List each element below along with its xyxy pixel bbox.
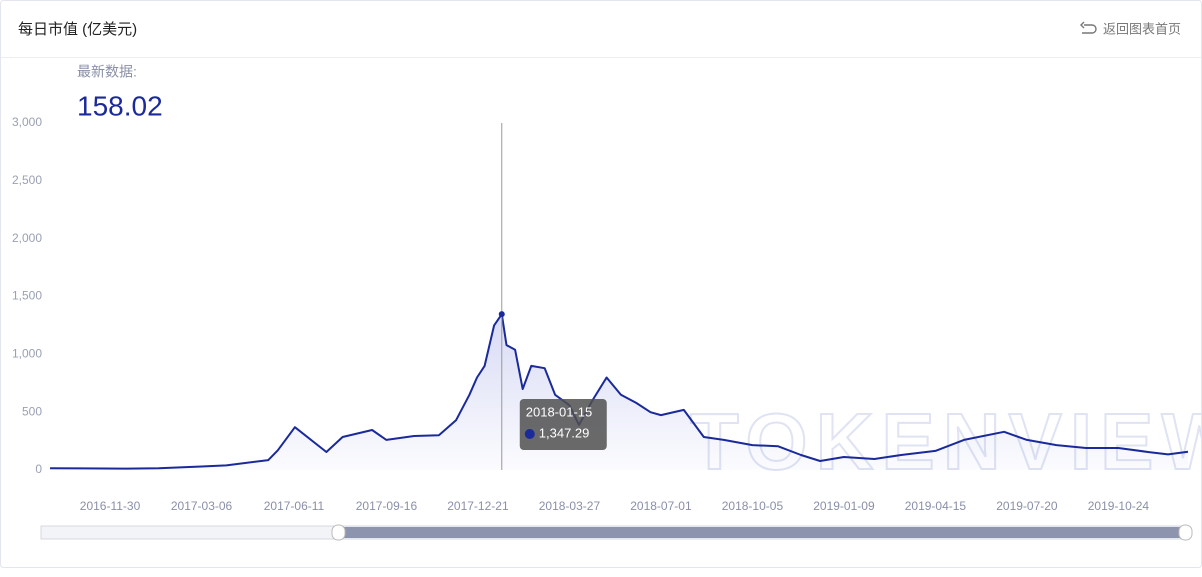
- back-link[interactable]: 返回图表首页: [1103, 21, 1181, 36]
- back-icon[interactable]: [1080, 21, 1097, 34]
- y-tick-label: 2,000: [12, 231, 42, 245]
- zoom-handle[interactable]: [1178, 524, 1193, 541]
- x-tick-label: 2016-11-30: [80, 499, 141, 513]
- y-tick-label: 0: [35, 462, 42, 476]
- line-area: [50, 314, 1188, 470]
- y-tick-label: 3,000: [12, 115, 42, 129]
- x-tick-label: 2017-06-11: [264, 499, 325, 513]
- y-tick-label: 500: [22, 404, 42, 418]
- x-tick-label: 2017-09-16: [356, 499, 418, 513]
- tooltip-point: [498, 311, 505, 318]
- x-tick-label: 2019-01-09: [813, 499, 875, 513]
- tooltip-box: [519, 399, 607, 450]
- x-tick-label: 2017-03-06: [171, 499, 233, 513]
- x-tick-label: 2019-07-20: [996, 499, 1058, 513]
- y-tick-label: 2,500: [12, 173, 42, 187]
- y-tick-label: 1,500: [12, 289, 42, 303]
- latest-label: 最新数据:: [77, 64, 137, 80]
- zoom-window[interactable]: [338, 527, 1184, 538]
- zoom-handle[interactable]: [331, 524, 346, 541]
- x-tick-label: 2017-12-21: [447, 499, 509, 513]
- x-tick-label: 2019-04-15: [905, 499, 967, 513]
- x-tick-label: 2018-10-05: [722, 499, 784, 513]
- x-tick-label: 2018-07-01: [630, 499, 692, 513]
- x-tick-label: 2018-03-27: [539, 499, 601, 513]
- tooltip-value: 1,347.29: [539, 425, 590, 440]
- watermark: TOKENVIEW: [690, 397, 1202, 486]
- y-tick-label: 1,000: [12, 347, 42, 361]
- header-title: 每日市值 (亿美元): [18, 21, 137, 38]
- tooltip-swatch: [524, 429, 535, 439]
- x-tick-label: 2019-10-24: [1088, 499, 1150, 513]
- latest-value: 158.02: [77, 90, 163, 121]
- tooltip-date: 2018-01-15: [526, 404, 593, 419]
